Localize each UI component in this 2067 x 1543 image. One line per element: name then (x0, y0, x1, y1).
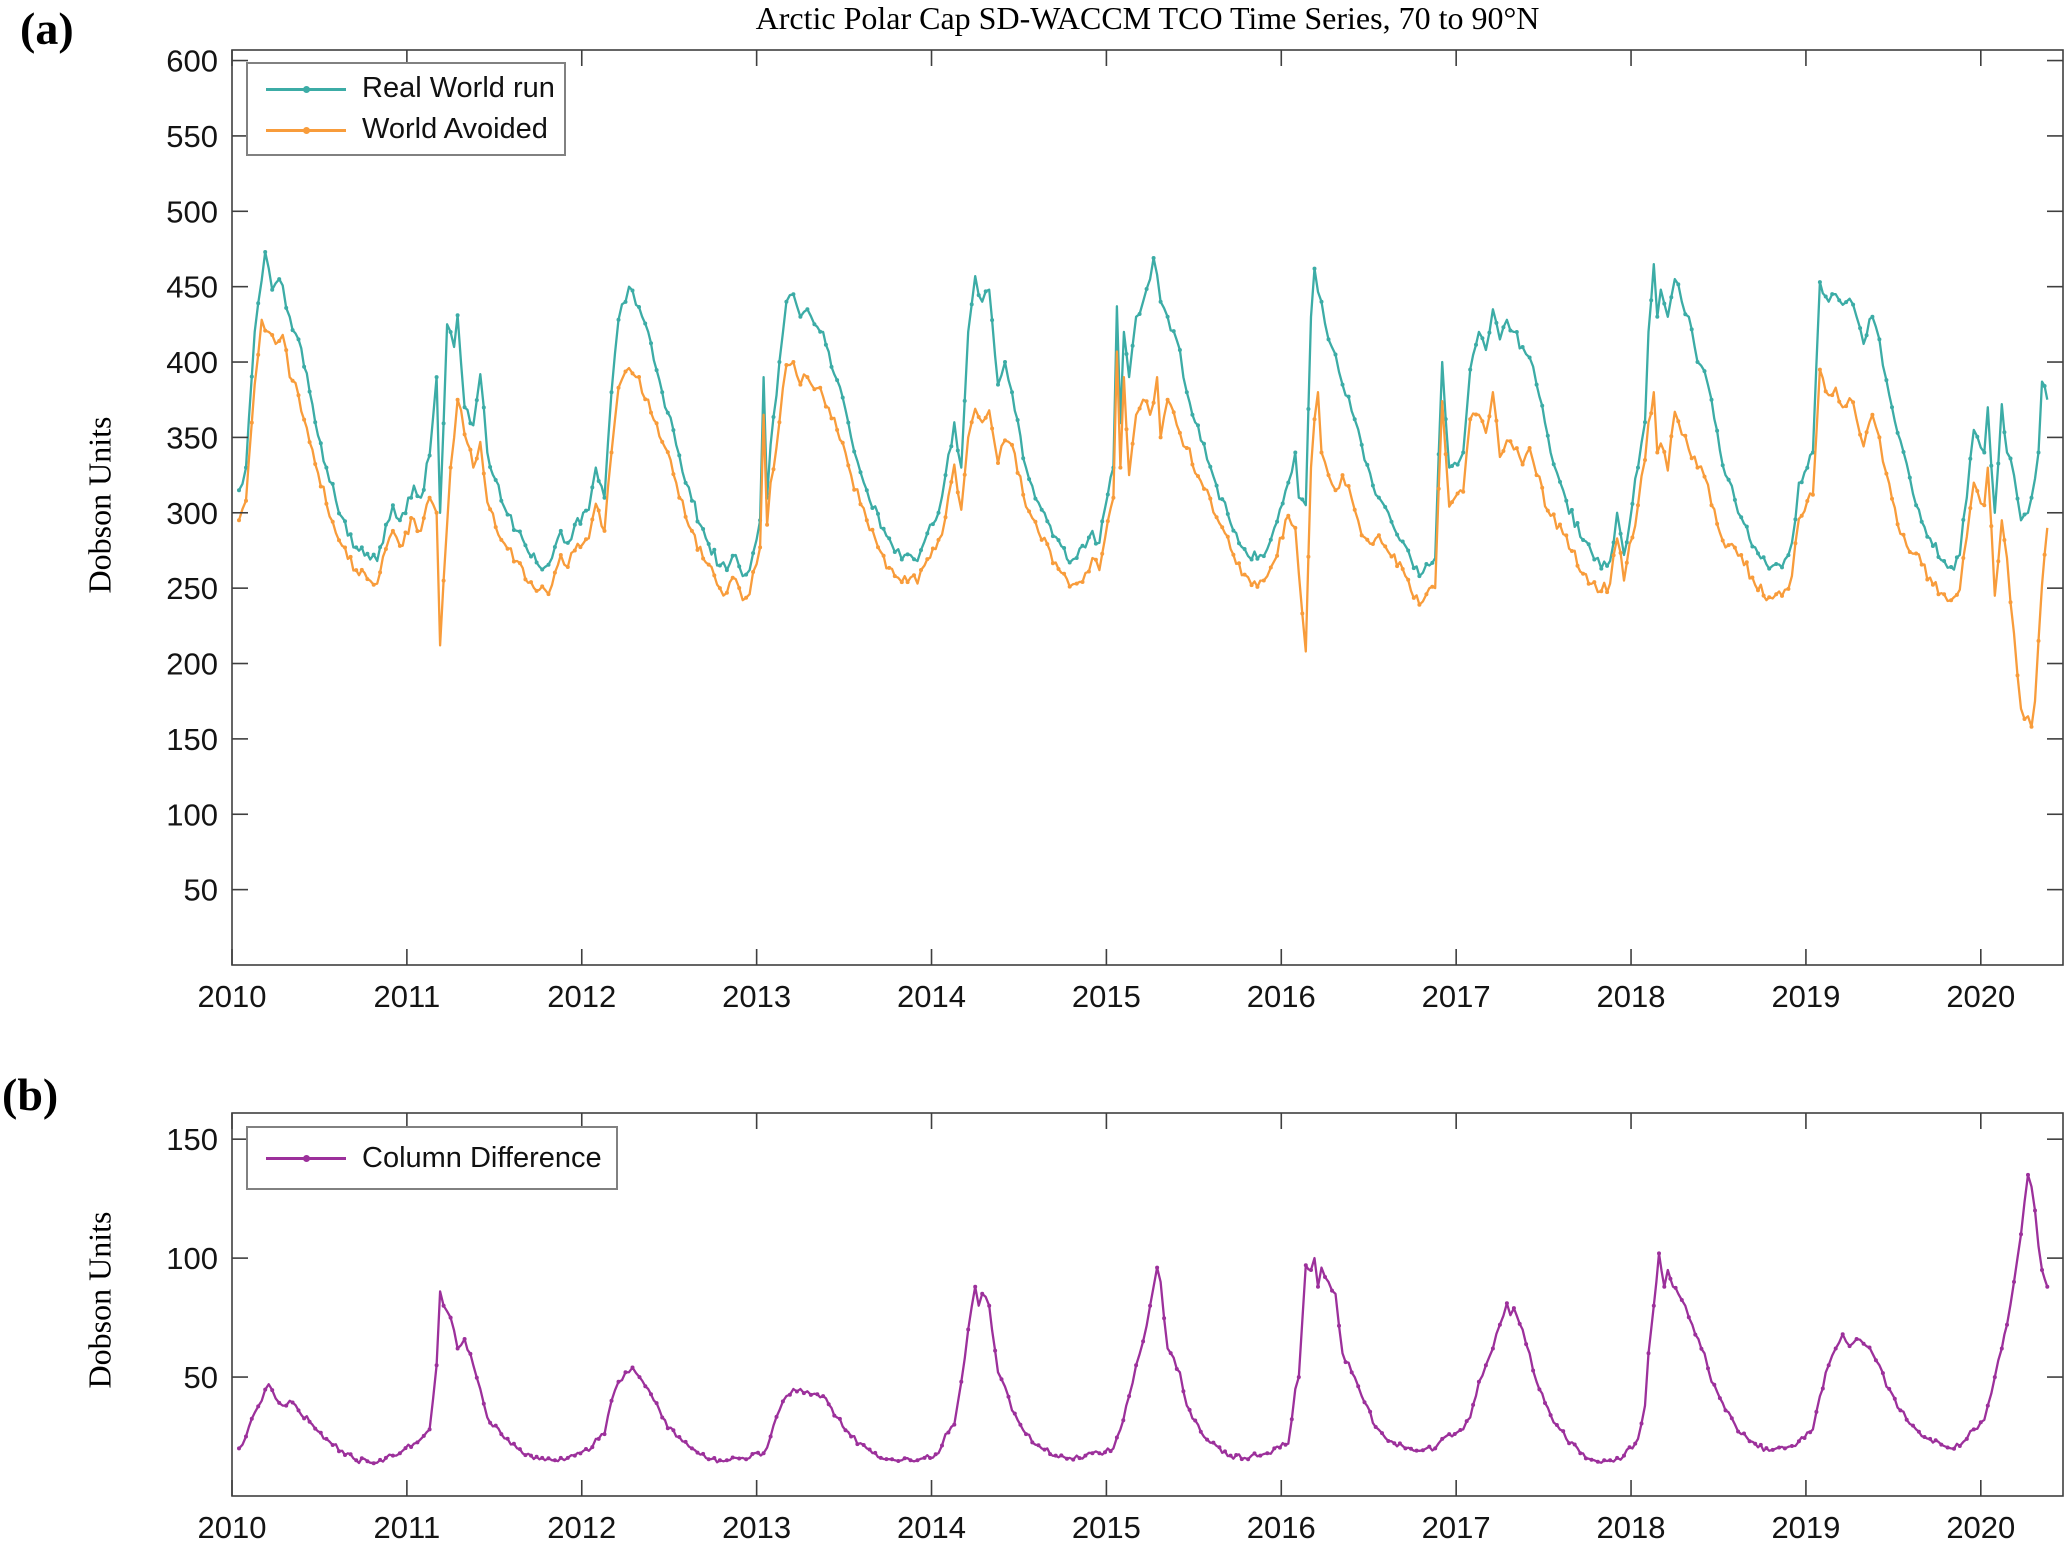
legend-line-sample-icon (266, 126, 346, 134)
y-tick-label: 150 (166, 722, 218, 757)
panel-a-tag: (a) (20, 3, 74, 54)
legend-line-sample-icon (266, 85, 346, 93)
series-real-world-run-markers (237, 250, 2047, 579)
series-column-difference (238, 1173, 2049, 1465)
x-tick-label: 2016 (1247, 979, 1316, 1014)
x-tick-label: 2015 (1072, 1510, 1141, 1543)
series-world-avoided (237, 318, 2049, 728)
y-tick-label: 200 (166, 647, 218, 682)
legend-panel-b: Column Difference (246, 1126, 618, 1190)
y-tick-label: 50 (184, 873, 218, 908)
legend-label-real-world-run: Real World run (362, 72, 555, 104)
x-tick-label: 2012 (547, 1510, 616, 1543)
y-tick-label: 500 (166, 194, 218, 229)
x-tick-label: 2019 (1771, 979, 1840, 1014)
y-tick-label: 100 (166, 1241, 218, 1276)
legend-entry-column-difference: Column Difference (248, 1142, 616, 1175)
legend-label-column-difference: Column Difference (362, 1141, 602, 1174)
y-tick-label: 50 (184, 1360, 218, 1395)
y-axis-label-panel-a: Dobson Units (81, 416, 118, 594)
legend-panel-a: Real World run World Avoided (246, 62, 566, 156)
x-tick-label: 2018 (1597, 979, 1666, 1014)
panel-b-frame (231, 1112, 2064, 1497)
legend-line-sample-icon (266, 1154, 346, 1162)
legend-entry-world-avoided: World Avoided (248, 113, 564, 146)
x-tick-label: 2013 (722, 1510, 791, 1543)
chart-title: Arctic Polar Cap SD-WACCM TCO Time Serie… (755, 0, 1540, 36)
panel-a-frame (231, 49, 2064, 966)
x-tick-label: 2016 (1247, 1510, 1316, 1543)
x-tick-label: 2018 (1597, 1510, 1666, 1543)
x-tick-label: 2011 (374, 979, 441, 1014)
series-world-avoided-markers (237, 328, 2047, 729)
x-tick-label: 2017 (1422, 979, 1491, 1014)
y-tick-label: 100 (166, 797, 218, 832)
legend-entry-real-world-run: Real World run (248, 72, 564, 105)
x-tick-label: 2015 (1072, 979, 1141, 1014)
x-tick-label: 2014 (897, 1510, 966, 1543)
series-column-difference-markers (237, 1172, 2050, 1466)
x-tick-label: 2011 (374, 1510, 441, 1543)
y-tick-label: 600 (166, 44, 218, 79)
x-tick-label: 2013 (722, 979, 791, 1014)
y-tick-label: 150 (166, 1122, 218, 1157)
x-tick-label: 2010 (198, 1510, 267, 1543)
y-tick-label: 400 (166, 345, 218, 380)
y-tick-label: 350 (166, 420, 218, 455)
x-tick-label: 2017 (1422, 1510, 1491, 1543)
panel-b-tag: (b) (2, 1069, 59, 1120)
x-tick-label: 2012 (547, 979, 616, 1014)
x-tick-label: 2020 (1946, 979, 2015, 1014)
y-axis-label-panel-b: Dobson Units (81, 1211, 118, 1389)
legend-label-world-avoided: World Avoided (362, 113, 548, 145)
y-tick-label: 550 (166, 119, 218, 154)
series-real-world-run (237, 250, 2049, 578)
x-tick-label: 2014 (897, 979, 966, 1014)
panel-a: 2010 2011 2012 2013 2014 2015 2016 2017 2018 2019… (166, 44, 2064, 1014)
y-tick-label: 250 (166, 571, 218, 606)
y-tick-label: 300 (166, 496, 218, 531)
x-tick-label: 2019 (1771, 1510, 1840, 1543)
x-tick-label: 2010 (198, 979, 267, 1014)
panel-b: 2010 2011 2012 2013 2014 2015 2016 2017 2018 2019… (166, 1112, 2064, 1543)
x-tick-label: 2020 (1946, 1510, 2015, 1543)
y-tick-label: 450 (166, 270, 218, 305)
